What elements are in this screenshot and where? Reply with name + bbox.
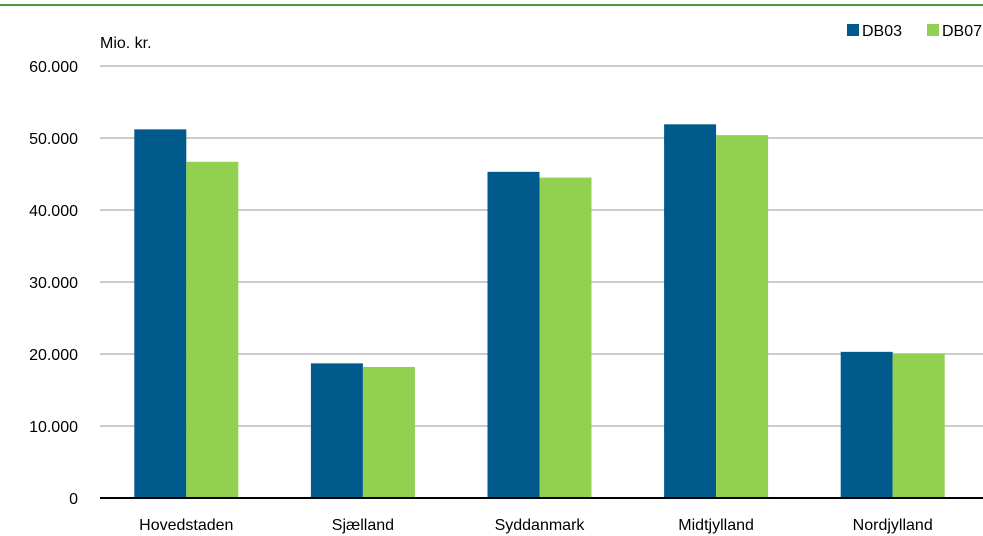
bar-db03 [664, 124, 717, 498]
y-tick-label: 0 [69, 491, 78, 508]
y-tick-label: 20.000 [29, 347, 78, 364]
bar-db07 [186, 161, 239, 498]
y-tick-label: 40.000 [29, 203, 78, 220]
bar-db07 [362, 366, 415, 498]
legend-swatch-db07 [927, 24, 939, 36]
bar-db03 [310, 363, 363, 498]
bar-db07 [892, 353, 945, 498]
legend: DB03 DB07 [847, 23, 982, 40]
legend-swatch-db03 [847, 24, 859, 36]
x-category-label: Syddanmark [495, 517, 586, 534]
x-category-label: Midtjylland [678, 517, 754, 534]
y-tick-label: 30.000 [29, 275, 78, 292]
bar-db07 [539, 177, 592, 498]
y-tick-label: 10.000 [29, 419, 78, 436]
legend-label-db07: DB07 [942, 23, 982, 40]
bar-db03 [134, 129, 187, 499]
x-axis-category-labels: Hovedstaden Sjælland Syddanmark Midtjylland… [139, 517, 933, 534]
x-category-label: Sjælland [332, 517, 394, 534]
bars [134, 124, 945, 499]
x-category-label: Nordjylland [853, 517, 933, 534]
x-category-label: Hovedstaden [139, 517, 233, 534]
bar-db03 [840, 351, 893, 498]
bar-db07 [716, 135, 769, 498]
bar-db03 [487, 171, 540, 498]
y-axis-unit-label: Mio. kr. [100, 35, 152, 52]
y-axis-tick-labels: 0 10.000 20.000 30.000 40.000 50.000 60.000 [29, 59, 78, 508]
legend-label-db03: DB03 [862, 23, 902, 40]
y-tick-label: 50.000 [29, 131, 78, 148]
y-tick-label: 60.000 [29, 59, 78, 76]
